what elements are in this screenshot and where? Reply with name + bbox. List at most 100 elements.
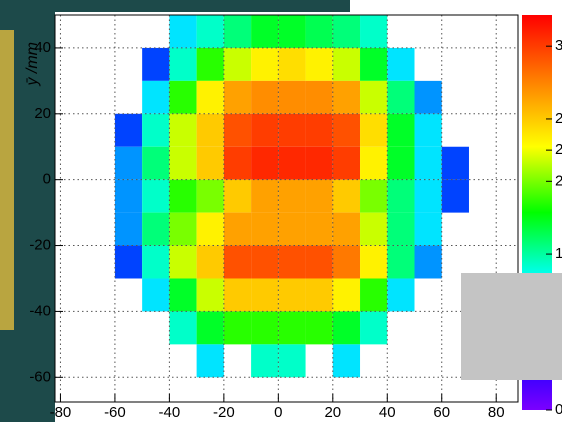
heat-cell — [196, 311, 224, 345]
heat-cell — [414, 146, 442, 180]
heat-cell — [441, 179, 469, 213]
heat-cell — [360, 311, 388, 345]
heat-cell — [360, 179, 388, 213]
heat-cell — [387, 146, 415, 180]
z-tick-label: 3 — [555, 37, 562, 54]
heat-cell — [278, 344, 306, 378]
heat-cell — [387, 113, 415, 147]
heat-cell — [196, 278, 224, 312]
heat-cell — [223, 113, 252, 147]
heat-cell — [278, 80, 306, 114]
heat-cell — [251, 212, 279, 246]
heat-cell — [142, 278, 170, 312]
heat-cell — [169, 113, 197, 147]
y-axis-label: ȳ /mm — [24, 42, 41, 87]
heat-cell — [169, 15, 197, 48]
heat-cell — [414, 245, 442, 279]
z-tick-label: 2 — [555, 172, 562, 189]
heat-cell — [332, 47, 361, 81]
y-tick-label: 40 — [34, 39, 51, 56]
heat-cell — [114, 245, 143, 279]
heat-cell — [251, 278, 279, 312]
y-tick-label: -20 — [29, 237, 51, 254]
y-tick-label: 0 — [43, 171, 51, 188]
heat-cell — [360, 47, 388, 81]
heat-cell — [305, 212, 333, 246]
heat-cell — [332, 344, 361, 378]
heat-cell — [278, 212, 306, 246]
heat-cell — [196, 245, 224, 279]
heat-cell — [196, 146, 224, 180]
heat-cell — [387, 278, 415, 312]
heat-cell — [251, 47, 279, 81]
heat-cell — [251, 113, 279, 147]
plot-frame — [54, 14, 519, 403]
heat-cell — [360, 15, 388, 48]
heat-cell — [305, 15, 333, 48]
heat-cell — [387, 80, 415, 114]
background-photo — [0, 30, 14, 330]
x-tick-label: -80 — [50, 404, 72, 421]
heat-cell — [223, 47, 252, 81]
heat-cell — [142, 146, 170, 180]
heat-cell — [278, 15, 306, 48]
heat-cell — [332, 245, 361, 279]
heat-cell — [305, 113, 333, 147]
heat-cell — [169, 80, 197, 114]
heat-cell — [360, 146, 388, 180]
x-tick-label: 40 — [379, 404, 396, 421]
heat-cell — [223, 15, 252, 48]
heat-cell — [169, 311, 197, 345]
heat-cell — [305, 311, 333, 345]
heat-cell — [114, 113, 143, 147]
heat-cell — [223, 80, 252, 114]
heat-cell — [196, 179, 224, 213]
heat-cell — [251, 344, 279, 378]
heat-cell — [169, 179, 197, 213]
heat-cell — [332, 179, 361, 213]
heat-cell — [142, 80, 170, 114]
heat-cell — [414, 212, 442, 246]
heat-cell — [196, 113, 224, 147]
heat-cell — [332, 113, 361, 147]
x-tick-label: -20 — [213, 404, 235, 421]
heat-cell — [223, 179, 252, 213]
background-photo — [0, 0, 350, 12]
heat-cell — [142, 113, 170, 147]
heat-cell — [414, 113, 442, 147]
heat-cell — [360, 245, 388, 279]
heat-cell — [387, 245, 415, 279]
heat-cell — [387, 212, 415, 246]
heat-cell — [332, 278, 361, 312]
heat-cell — [305, 146, 333, 180]
heat-cell — [251, 15, 279, 48]
heat-cell — [196, 344, 224, 378]
z-tick-label: 2 — [555, 110, 562, 127]
heat-cell — [196, 47, 224, 81]
heat-cell — [169, 278, 197, 312]
heat-cell — [441, 146, 469, 180]
heat-cell — [332, 146, 361, 180]
heat-cell — [278, 179, 306, 213]
heat-cell — [278, 113, 306, 147]
heat-cell — [305, 245, 333, 279]
z-tick-label: 2 — [555, 141, 562, 158]
heat-cell — [251, 311, 279, 345]
heat-cell — [332, 212, 361, 246]
heat-cell — [114, 179, 143, 213]
y-tick-label: 20 — [34, 105, 51, 122]
heat-cell — [414, 80, 442, 114]
heat-cell — [332, 311, 361, 345]
y-tick-label: -40 — [29, 302, 51, 319]
heat-cell — [169, 245, 197, 279]
heat-cell — [142, 245, 170, 279]
heat-cell — [332, 15, 361, 48]
z-tick-label: 0 — [555, 401, 562, 418]
x-tick-label: -40 — [159, 404, 181, 421]
heat-cell — [387, 179, 415, 213]
heat-cell — [251, 80, 279, 114]
heat-cell — [360, 113, 388, 147]
heat-cell — [196, 15, 224, 48]
